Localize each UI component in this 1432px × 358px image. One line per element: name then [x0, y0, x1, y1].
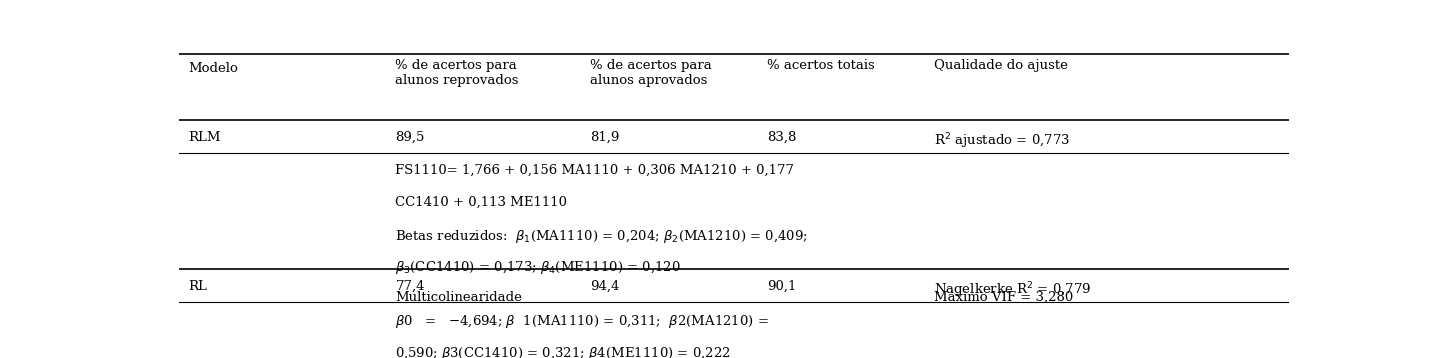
Text: RL: RL	[188, 280, 206, 293]
Text: 94,4: 94,4	[590, 280, 619, 293]
Text: 77,4: 77,4	[395, 280, 425, 293]
Text: $\beta$0   =   $-$4,694; $\beta$  1(MA1110) = 0,311;  $\beta$2(MA1210) =: $\beta$0 = $-$4,694; $\beta$ 1(MA1110) =…	[395, 313, 769, 330]
Text: Betas reduzidos:  $\beta_1$(MA1110) = 0,204; $\beta_2$(MA1210) = 0,409;: Betas reduzidos: $\beta_1$(MA1110) = 0,2…	[395, 228, 808, 245]
Text: 90,1: 90,1	[768, 280, 796, 293]
Text: FS1110= 1,766 + 0,156 MA1110 + 0,306 MA1210 + 0,177: FS1110= 1,766 + 0,156 MA1110 + 0,306 MA1…	[395, 164, 795, 177]
Text: 81,9: 81,9	[590, 131, 619, 144]
Text: Multicolinearidade: Multicolinearidade	[395, 291, 523, 304]
Text: % de acertos para
alunos reprovados: % de acertos para alunos reprovados	[395, 59, 518, 87]
Text: Máximo VIF = 3,280: Máximo VIF = 3,280	[934, 291, 1073, 304]
Text: % acertos totais: % acertos totais	[768, 59, 875, 73]
Text: 89,5: 89,5	[395, 131, 425, 144]
Text: $\beta_3$(CC1410) = 0,173; $\beta_4$(ME1110) = 0,120: $\beta_3$(CC1410) = 0,173; $\beta_4$(ME1…	[395, 259, 682, 276]
Text: 0,590; $\beta$3(CC1410) = 0,321; $\beta$4(ME1110) = 0,222: 0,590; $\beta$3(CC1410) = 0,321; $\beta$…	[395, 345, 732, 358]
Text: Qualidade do ajuste: Qualidade do ajuste	[934, 59, 1067, 73]
Text: Nagelkerke R$^2$ = 0,779: Nagelkerke R$^2$ = 0,779	[934, 280, 1091, 300]
Text: RLM: RLM	[188, 131, 221, 144]
Text: CC1410 + 0,113 ME1110: CC1410 + 0,113 ME1110	[395, 196, 567, 209]
Text: Modelo: Modelo	[188, 62, 238, 75]
Text: % de acertos para
alunos aprovados: % de acertos para alunos aprovados	[590, 59, 712, 87]
Text: R$^2$ ajustado = 0,773: R$^2$ ajustado = 0,773	[934, 131, 1070, 151]
Text: 83,8: 83,8	[768, 131, 796, 144]
